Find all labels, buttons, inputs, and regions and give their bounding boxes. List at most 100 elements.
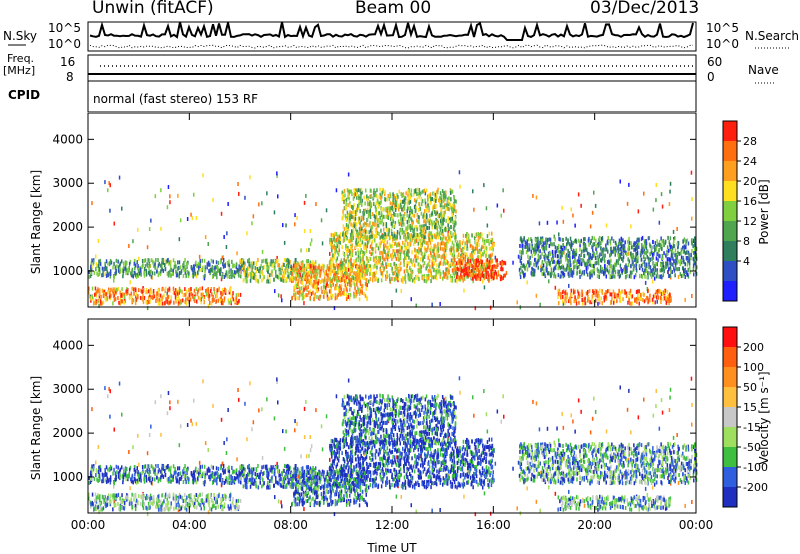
- echo-mark: [439, 275, 442, 279]
- echo-mark: [137, 273, 139, 278]
- echo-mark: [122, 271, 124, 276]
- echo-mark: [303, 270, 306, 275]
- noise-mark: [335, 188, 338, 193]
- echo-mark: [618, 238, 621, 243]
- echo-mark: [568, 242, 571, 247]
- echo-mark: [92, 260, 95, 264]
- echo-mark: [552, 268, 555, 273]
- noise-mark: [309, 229, 311, 233]
- echo-mark: [425, 276, 428, 281]
- echo-mark: [610, 263, 612, 268]
- echo-mark: [534, 244, 537, 249]
- echo-mark: [315, 269, 317, 274]
- echo-mark: [501, 259, 503, 264]
- echo-mark: [462, 246, 464, 251]
- echo-mark: [627, 263, 630, 268]
- echo-mark: [525, 250, 528, 255]
- echo-mark: [342, 277, 344, 282]
- echo-mark: [635, 256, 637, 261]
- echo-mark: [408, 219, 410, 224]
- echo-mark: [377, 204, 380, 209]
- echo-mark: [377, 256, 380, 260]
- echo-mark: [687, 260, 689, 265]
- echo-mark: [192, 295, 194, 299]
- echo-mark: [135, 292, 138, 297]
- noise-mark: [220, 211, 223, 216]
- echo-mark: [158, 297, 161, 302]
- echo-mark: [482, 264, 485, 269]
- echo-mark: [137, 266, 139, 271]
- echo-mark: [98, 294, 101, 299]
- echo-mark: [352, 276, 355, 281]
- echo-mark: [114, 265, 117, 270]
- echo-mark: [415, 206, 417, 211]
- echo-mark: [271, 269, 273, 274]
- echo-mark: [339, 260, 342, 265]
- echo-mark: [212, 268, 214, 273]
- echo-mark: [295, 267, 297, 271]
- echo-mark: [465, 266, 468, 271]
- echo-mark: [449, 248, 451, 252]
- echo-mark: [489, 260, 492, 265]
- echo-mark: [485, 267, 487, 272]
- echo-mark: [430, 237, 432, 242]
- echo-mark: [539, 249, 541, 254]
- echo-mark: [121, 259, 123, 264]
- echo-mark: [535, 263, 537, 268]
- echo-mark: [208, 293, 211, 298]
- echo-mark: [544, 246, 546, 251]
- echo-mark: [248, 271, 251, 276]
- echo-mark: [673, 239, 675, 244]
- echo-mark: [356, 278, 358, 283]
- echo-mark: [318, 270, 320, 275]
- echo-mark: [357, 219, 360, 224]
- echo-mark: [150, 269, 152, 274]
- echo-mark: [202, 274, 205, 279]
- echo-mark: [562, 295, 564, 299]
- echo-mark: [447, 197, 449, 202]
- echo-mark: [342, 214, 344, 219]
- echo-mark: [574, 259, 576, 263]
- echo-mark: [431, 211, 433, 216]
- echo-mark: [473, 270, 476, 275]
- echo-mark: [356, 263, 358, 268]
- echo-mark: [540, 239, 543, 244]
- echo-mark: [658, 274, 660, 279]
- echo-mark: [347, 224, 349, 229]
- echo-mark: [401, 223, 403, 228]
- echo-mark: [479, 273, 482, 278]
- echo-mark: [442, 276, 444, 281]
- echo-mark: [541, 251, 543, 256]
- echo-mark: [378, 256, 381, 261]
- echo-mark: [106, 270, 108, 275]
- echo-mark: [314, 260, 317, 265]
- echo-mark: [105, 298, 107, 303]
- echo-mark: [401, 227, 404, 232]
- echo-mark: [334, 272, 337, 277]
- echo-mark: [117, 265, 120, 270]
- echo-mark: [669, 242, 671, 247]
- echo-mark: [337, 292, 339, 297]
- echo-mark: [345, 287, 348, 292]
- echo-mark: [203, 296, 205, 301]
- echo-mark: [305, 285, 307, 290]
- echo-mark: [399, 267, 401, 272]
- echo-mark: [407, 248, 409, 253]
- echo-mark: [184, 292, 186, 297]
- echo-mark: [440, 199, 443, 204]
- echo-mark: [396, 230, 399, 235]
- echo-mark: [374, 204, 377, 209]
- echo-mark: [459, 240, 461, 245]
- echo-mark: [193, 264, 195, 269]
- noise-mark: [677, 275, 680, 279]
- echo-mark: [125, 267, 127, 272]
- noise-mark: [220, 277, 223, 282]
- echo-mark: [466, 274, 468, 279]
- echo-mark: [495, 271, 497, 276]
- noise-mark: [447, 230, 449, 235]
- echo-mark: [446, 239, 448, 244]
- echo-mark: [301, 267, 303, 272]
- echo-mark: [375, 276, 377, 281]
- echo-mark: [447, 261, 449, 266]
- echo-mark: [327, 273, 329, 278]
